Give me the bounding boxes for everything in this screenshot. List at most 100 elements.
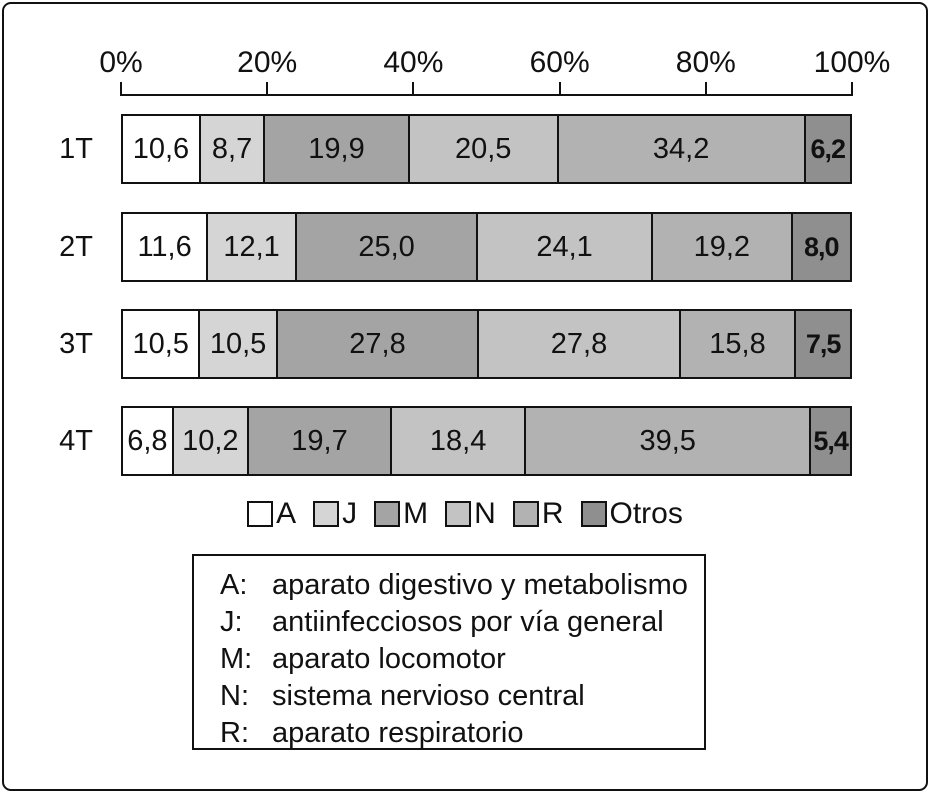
key-letter: R: [220, 717, 249, 749]
legend: A J M N R Otros [4, 497, 926, 531]
bar-segment-J: 10,5 [198, 311, 276, 377]
bar-segment-R: 19,2 [650, 214, 791, 280]
legend-label: Otros [609, 497, 683, 530]
segment-value-label: 10,2 [182, 424, 239, 457]
axis-tick-mark [266, 82, 269, 96]
bar-row-4T: 4T 6,8 10,2 19,7 18,4 39,5 5,4 [59, 406, 852, 476]
segment-value-label: 20,5 [454, 132, 512, 165]
x-axis: 0% 20% 40% 60% 80% 100% [99, 46, 890, 98]
bar-segment-R: 34,2 [556, 116, 804, 182]
legend-label: M [403, 497, 429, 530]
axis-tick-mark [704, 82, 707, 96]
axis-tick-label: 40% [383, 46, 444, 79]
bar-segment-J: 12,1 [206, 214, 295, 280]
key-description: aparato respiratorio [272, 717, 524, 749]
segment-value-label: 27,8 [349, 327, 406, 360]
bar-segment-M: 27,8 [275, 311, 478, 377]
bar-segment-M: 19,9 [263, 116, 408, 182]
segment-value-label: 6,8 [127, 424, 168, 457]
stacked-bar: 10,6 8,7 19,9 20,5 34,2 6,2 [121, 114, 852, 184]
segment-value-label: 8,7 [211, 132, 253, 165]
bar-segment-Otros: 8,0 [790, 214, 850, 280]
stacked-bar: 11,6 12,1 25,0 24,1 19,2 8,0 [121, 212, 852, 282]
key-letter: N: [220, 680, 249, 712]
segment-value-label: 5,4 [813, 425, 849, 456]
bar-segment-N: 27,8 [477, 311, 679, 377]
category-label: 1T [59, 132, 93, 165]
axis-tick-label: 0% [99, 46, 143, 79]
legend-label: J [342, 497, 358, 530]
bar-row-2T: 2T 11,6 12,1 25,0 24,1 19,2 8,0 [59, 212, 852, 282]
legend-swatch-R [512, 501, 539, 527]
legend-label: R [541, 497, 564, 530]
key-entry: N: sistema nervioso central [220, 678, 704, 715]
legend-label: A [276, 497, 297, 530]
bar-segment-R: 15,8 [678, 311, 795, 377]
legend-swatch-Otros [580, 501, 607, 527]
legend-swatch-N [445, 501, 472, 527]
legend-label: N [474, 497, 496, 530]
segment-value-label: 19,2 [693, 230, 751, 263]
segment-value-label: 10,5 [209, 327, 267, 360]
segment-value-label: 8,0 [804, 231, 840, 262]
stacked-bar: 6,8 10,2 19,7 18,4 39,5 5,4 [121, 406, 852, 476]
category-label: 3T [59, 327, 93, 360]
bar-row-3T: 3T 10,5 10,5 27,8 27,8 15,8 7,5 [59, 309, 852, 379]
axis-tick-mark [851, 82, 853, 96]
segment-value-label: 19,7 [291, 424, 348, 457]
key-description: antiinfecciosos por vía general [272, 606, 664, 638]
key-letter: A: [220, 569, 248, 601]
bar-segment-N: 20,5 [407, 116, 557, 182]
segment-value-label: 7,5 [805, 328, 842, 359]
segment-value-label: 15,8 [709, 327, 766, 360]
segment-value-label: 11,6 [137, 230, 192, 263]
legend-item-M: M [374, 497, 428, 531]
legend-item-R: R [512, 497, 564, 531]
segment-value-label: 10,6 [132, 132, 190, 165]
segment-value-label: 34,2 [652, 132, 710, 165]
bar-segment-A: 10,6 [123, 116, 199, 182]
key-letter: M: [220, 643, 253, 675]
key-box: A: aparato digestivo y metabolismo J: antii… [192, 554, 706, 750]
legend-swatch-J [313, 501, 340, 527]
axis-tick-mark [120, 82, 122, 96]
category-label: 4T [59, 424, 93, 457]
stacked-bar: 10,5 10,5 27,8 27,8 15,8 7,5 [121, 309, 852, 379]
bar-segment-Otros: 5,4 [809, 408, 850, 474]
x-axis-line [121, 94, 852, 96]
key-entry: M: aparato locomotor [220, 641, 704, 678]
segment-value-label: 6,2 [810, 133, 847, 164]
axis-tick-mark [558, 82, 561, 96]
bar-segment-Otros: 6,2 [803, 116, 850, 182]
bar-segment-M: 25,0 [294, 214, 477, 280]
bar-segment-Otros: 7,5 [794, 311, 851, 377]
axis-tick-mark [412, 82, 415, 96]
legend-item-N: N [445, 497, 496, 531]
segment-value-label: 18,4 [429, 424, 487, 457]
bar-segment-A: 6,8 [123, 408, 172, 474]
bar-segment-J: 8,7 [198, 116, 264, 182]
bar-segment-R: 39,5 [524, 408, 810, 474]
key-entry: J: antiinfecciosos por vía general [220, 604, 704, 641]
axis-tick-label: 20% [237, 46, 298, 79]
bar-row-1T: 1T 10,6 8,7 19,9 20,5 34,2 6,2 [59, 114, 852, 184]
key-letter: J: [220, 606, 243, 638]
category-label: 2T [59, 230, 93, 263]
key-description: sistema nervioso central [272, 680, 585, 712]
segment-value-label: 19,9 [308, 132, 365, 165]
bar-segment-A: 10,5 [123, 311, 199, 377]
legend-item-J: J [313, 497, 357, 531]
axis-tick-label: 60% [529, 46, 590, 79]
segment-value-label: 25,0 [358, 230, 415, 263]
bars-area: 1T 10,6 8,7 19,9 20,5 34,2 6,2 2T 11,6 12,1 25,0 24… [4, 4, 926, 789]
segment-value-label: 39,5 [639, 424, 696, 457]
bar-segment-M: 19,7 [246, 408, 391, 474]
bar-segment-N: 18,4 [390, 408, 525, 474]
key-description: aparato locomotor [272, 643, 506, 675]
segment-value-label: 12,1 [223, 230, 280, 263]
segment-value-label: 27,8 [550, 327, 608, 360]
legend-item-A: A [247, 497, 296, 531]
legend-item-Otros: Otros [580, 497, 683, 531]
bar-segment-N: 24,1 [476, 214, 651, 280]
